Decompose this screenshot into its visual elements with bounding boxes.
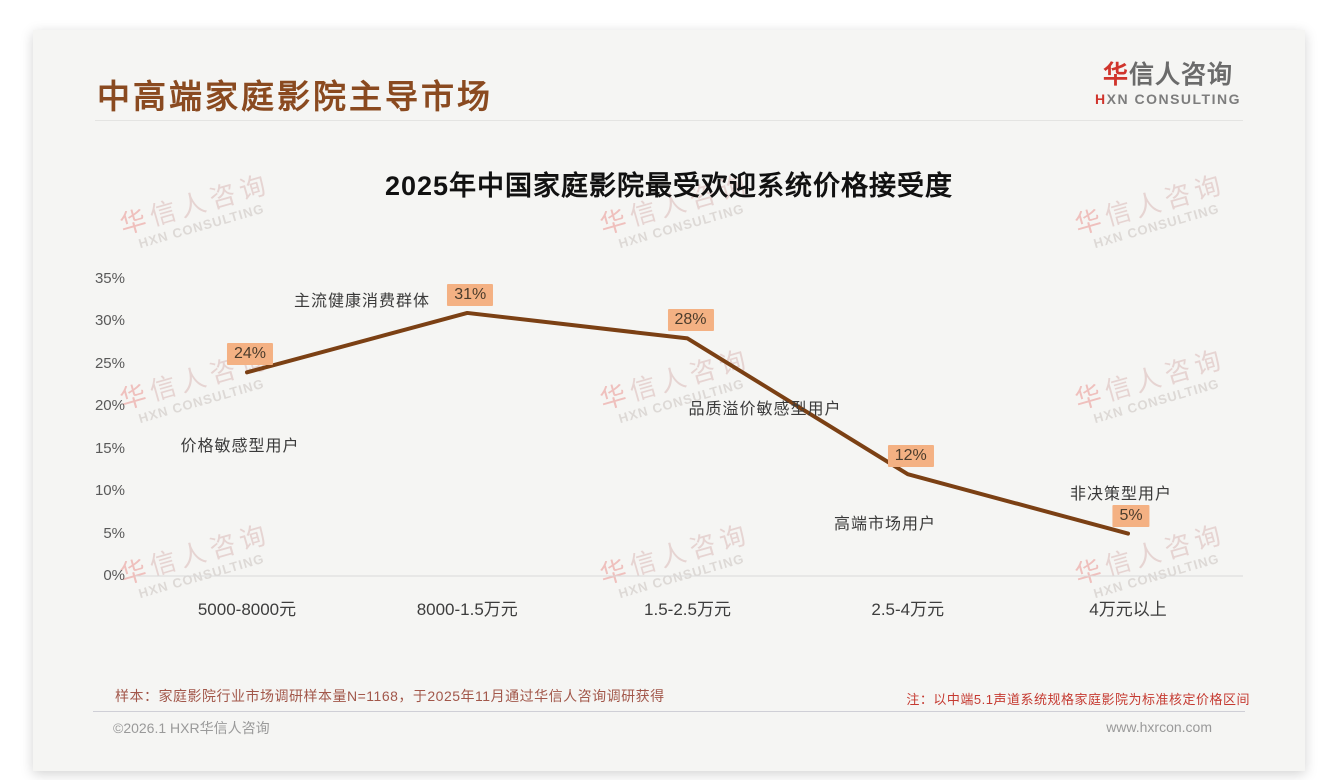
data-line (245, 310, 1130, 536)
value-badge: 5% (1112, 504, 1150, 527)
y-tick-label: 0% (103, 567, 125, 584)
y-tick-label: 20% (94, 397, 125, 415)
value-badge: 12% (887, 445, 934, 468)
line-chart: 35% 30% 25% 20% 15% 10% 5% 0% 5000-8000元 8000-1.5… (33, 30, 1305, 771)
header-divider (95, 120, 1243, 121)
y-tick-label: 35% (94, 270, 125, 287)
x-axis-label: 4万元以上 (1089, 600, 1167, 619)
page-title: 中高端家庭影院主导市场 (97, 78, 493, 115)
y-tick-label: 15% (94, 439, 125, 457)
y-tick-label: 5% (103, 524, 125, 542)
company-logo: 华信人咨询 HXN CONSULTING (1095, 61, 1241, 107)
website-url: www.hxrcon.com (1106, 719, 1212, 735)
y-tick-label: 10% (94, 482, 125, 500)
value-badge: 24% (226, 343, 274, 366)
value-badge: 28% (667, 309, 714, 332)
price-range-note: 注：以中端5.1声道系统规格家庭影院为标准核定价格区间 (906, 692, 1250, 707)
point-annotation: 高端市场用户 (833, 516, 937, 533)
sample-note: 样本：家庭影院行业市场调研样本量N=1168，于2025年11月通过华信人咨询调… (115, 688, 665, 704)
chart-title: 2025年中国家庭影院最受欢迎系统价格接受度 (384, 171, 954, 201)
x-axis-label: 8000-1.5万元 (416, 600, 518, 619)
logo-chinese-text: 华信人咨询 (1102, 61, 1234, 89)
copyright-text: ©2026.1 HXR华信人咨询 (113, 720, 270, 736)
y-tick-label: 30% (94, 312, 125, 330)
plot-canvas (135, 310, 1243, 577)
value-badge: 31% (447, 283, 494, 306)
x-axis-label: 1.5-2.5万元 (644, 600, 731, 619)
point-annotation: 价格敏感型用户 (180, 438, 300, 455)
logo-english-text: HXN CONSULTING (1095, 90, 1241, 107)
x-axis-label: 2.5-4万元 (871, 600, 945, 619)
point-annotation: 非决策型用户 (1069, 486, 1173, 503)
point-annotation: 品质溢价敏感型用户 (688, 401, 842, 418)
slide-card: 中高端家庭影院主导市场 华信人咨询 HXN CONSULTING 华信人咨询 HX… (33, 30, 1305, 771)
x-axis-label: 5000-8000元 (197, 600, 297, 619)
point-annotation: 主流健康消费群体 (293, 293, 431, 310)
footer-divider (93, 711, 1245, 712)
y-tick-label: 25% (94, 354, 125, 372)
